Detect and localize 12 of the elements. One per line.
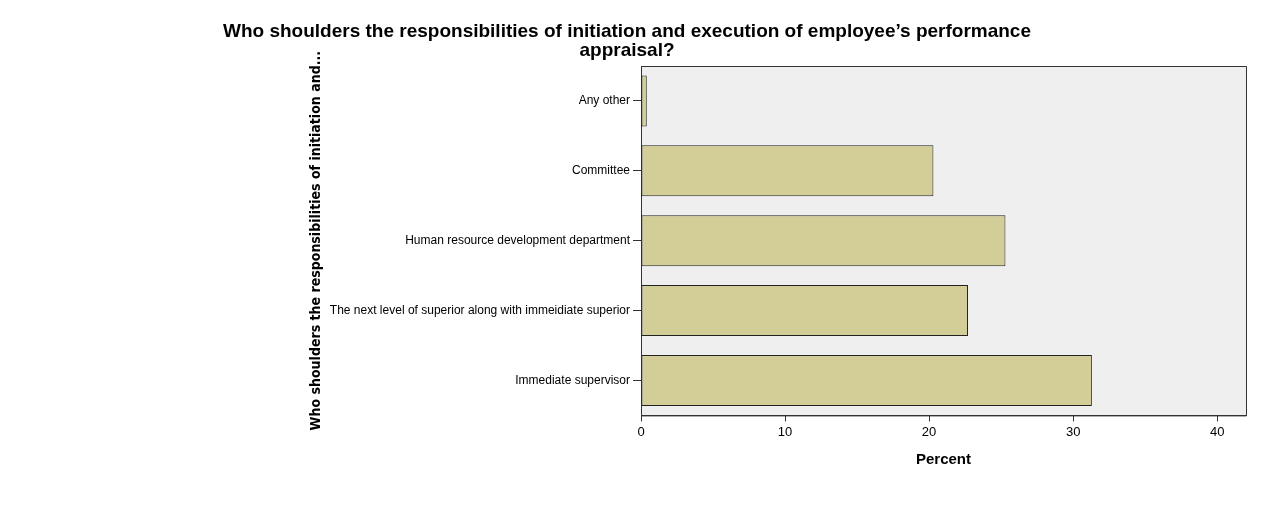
y-tick-label: Human resource development department [405,233,631,248]
x-tick-label: 30 [1065,423,1081,439]
x-tick-label: 40 [1209,423,1225,439]
y-axis-title: Who shoulders the responsibilities of initiation and... [307,50,324,431]
y-tick-label: Immediate supervisor [515,372,630,387]
x-tick-label: 20 [921,423,937,439]
y-tick-label: Any other [578,93,630,108]
x-tick-label: 10 [777,423,793,439]
y-tick-label: The next level of superior along with immeidiate superior [329,302,630,317]
x-tick-label: 0 [637,423,645,439]
x-axis-title: Percent [915,450,972,468]
y-tick-label: Committee [571,163,631,178]
